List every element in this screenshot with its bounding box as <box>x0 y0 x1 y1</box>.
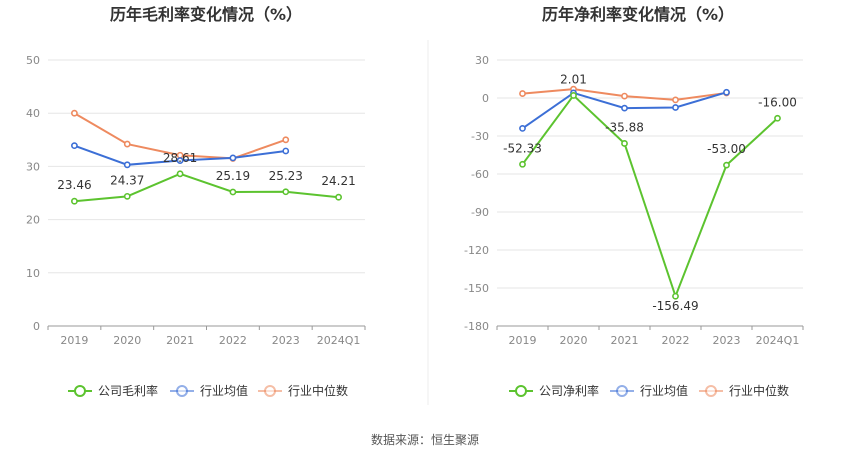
data-point-industry_avg <box>71 142 78 150</box>
data-label: 25.19 <box>216 169 250 183</box>
y-tick-label: -90 <box>471 206 489 219</box>
y-tick-label: 0 <box>33 320 40 333</box>
data-point-industry_median <box>672 96 679 104</box>
legend-label-industry_avg: 行业均值 <box>200 383 248 398</box>
y-tick-label: -60 <box>471 168 489 181</box>
data-label: -35.88 <box>605 120 644 134</box>
y-tick-label: -180 <box>464 320 489 333</box>
series-line-company <box>74 172 339 203</box>
legend-marker-company <box>74 385 86 397</box>
data-point-company <box>176 170 184 178</box>
legend-marker-industry_avg <box>176 385 188 397</box>
data-point-industry_median <box>71 109 78 117</box>
data-label: 24.21 <box>321 174 355 188</box>
data-label: -53.00 <box>707 142 746 156</box>
x-tick-label: 2019 <box>60 334 88 347</box>
data-point-company <box>621 140 628 147</box>
data-label: 24.37 <box>110 173 144 187</box>
data-point-company <box>774 114 781 122</box>
x-tick-label: 2021 <box>611 334 639 347</box>
data-label: -156.49 <box>652 299 698 313</box>
data-label: -16.00 <box>758 95 797 109</box>
series-line-company <box>521 93 779 300</box>
x-tick-label: 2023 <box>713 334 741 347</box>
data-point-industry_median <box>621 92 628 100</box>
data-label: 23.46 <box>57 178 91 192</box>
y-tick-label: 50 <box>26 54 40 67</box>
y-tick-label: -30 <box>471 130 489 143</box>
data-source-note: 数据来源：恒生聚源 <box>370 433 479 447</box>
data-label: 25.23 <box>269 169 303 183</box>
data-point-company <box>335 193 342 201</box>
legend-label-industry_avg: 行业均值 <box>640 383 688 398</box>
data-point-company <box>672 292 679 300</box>
data-point-industry_avg <box>723 88 730 96</box>
data-point-industry_avg <box>282 147 290 155</box>
data-point-company <box>282 188 290 196</box>
data-label: -52.33 <box>503 141 542 155</box>
y-tick-label: 10 <box>26 267 40 280</box>
x-tick-label: 2022 <box>662 334 690 347</box>
chart-panel-2: 历年净利率变化情况（%） 30 0 -30 -60 -90 -120 -150 -180 2019… <box>464 5 804 398</box>
x-tick-label: 2024Q1 <box>756 334 800 347</box>
y-tick-label: -150 <box>464 282 489 295</box>
data-point-industry_median <box>282 136 290 144</box>
data-point-industry_avg <box>229 154 237 162</box>
data-point-industry_avg <box>123 161 131 169</box>
data-point-industry_avg <box>672 104 679 111</box>
data-point-company <box>723 161 730 169</box>
data-point-industry_median <box>123 140 131 148</box>
legend-label-company: 公司毛利率 <box>98 383 158 398</box>
y-tick-label: 30 <box>26 160 40 173</box>
data-label: 28.61 <box>163 151 197 165</box>
legend-marker-industry_median <box>264 385 276 397</box>
x-tick-label: 2020 <box>113 334 141 347</box>
data-point-industry_avg <box>519 124 526 132</box>
legend-marker-industry_median <box>705 385 717 397</box>
legend-marker-company <box>515 385 527 397</box>
data-point-company <box>570 92 577 99</box>
x-tick-label: 2020 <box>560 334 588 347</box>
x-tick-label: 2019 <box>509 334 537 347</box>
y-tick-label: 20 <box>26 214 40 227</box>
legend-label-company: 公司净利率 <box>539 383 599 398</box>
y-tick-label: -120 <box>464 244 489 257</box>
chart-panel-1: 历年毛利率变化情况（%） 0 10 20 30 40 50 2019 2020 2021 2022 2… <box>26 5 366 398</box>
data-point-company <box>71 197 78 205</box>
y-tick-label: 30 <box>475 54 489 67</box>
x-tick-label: 2021 <box>166 334 194 347</box>
x-tick-label: 2023 <box>272 334 300 347</box>
legend-label-industry_median: 行业中位数 <box>729 383 789 398</box>
x-tick-label: 2022 <box>219 334 247 347</box>
data-label: 2.01 <box>560 72 587 86</box>
x-tick-label: 2024Q1 <box>317 334 361 347</box>
data-point-company <box>519 160 526 168</box>
legend-label-industry_median: 行业中位数 <box>288 383 348 398</box>
y-tick-label: 40 <box>26 107 40 120</box>
data-point-company <box>229 188 237 196</box>
chart-title: 历年净利率变化情况（%） <box>542 5 734 24</box>
data-point-industry_avg <box>621 104 628 112</box>
data-point-company <box>123 192 131 200</box>
data-point-industry_median <box>519 90 526 97</box>
legend-marker-industry_avg <box>616 385 628 397</box>
y-tick-label: 0 <box>482 92 489 105</box>
chart-title: 历年毛利率变化情况（%） <box>110 5 302 24</box>
data-point-industry_avg <box>176 157 184 164</box>
